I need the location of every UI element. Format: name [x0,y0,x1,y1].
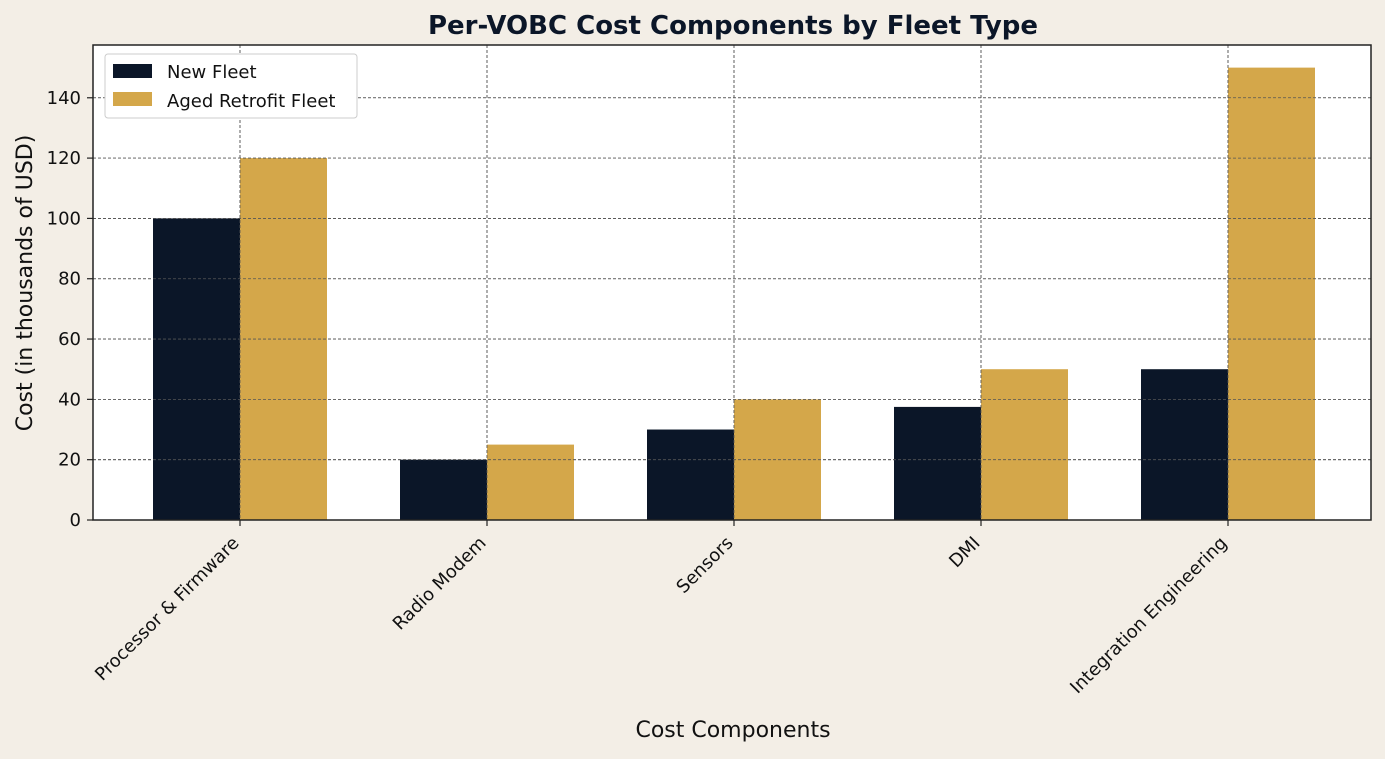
plot-frame [92,44,1372,521]
bar-new-fleet [1141,369,1228,520]
legend-label-aged-retrofit-fleet: Aged Retrofit Fleet [167,91,336,112]
y-tick-label: 100 [47,208,81,229]
bar-aged-retrofit-fleet [981,369,1068,520]
x-tick-label: Integration Engineering [1066,533,1231,698]
bar-new-fleet [894,406,981,520]
legend: New Fleet Aged Retrofit Fleet [104,53,358,119]
x-tick-label: DMI [945,533,984,572]
y-tick-label: 40 [58,389,81,410]
y-tick-label: 80 [58,269,81,290]
x-tick-label: Sensors [672,533,737,598]
x-tick-label: Radio Modem [389,533,491,635]
x-axis-label: Cost Components [635,718,830,743]
x-tick-label: Processor & Firmware [91,533,244,686]
bar-aged-retrofit-fleet [1228,67,1315,520]
bar-aged-retrofit-fleet [487,444,574,520]
bar-new-fleet [153,218,240,520]
y-axis-label: Cost (in thousands of USD) [13,135,38,432]
legend-swatch-aged-retrofit-fleet [113,92,152,106]
y-tick-label: 60 [58,329,81,350]
legend-swatch-new-fleet [113,64,152,78]
legend-box [104,53,358,119]
bars [153,67,1315,520]
bar-aged-retrofit-fleet [734,399,821,520]
y-tick-label: 0 [70,510,81,531]
y-tick-label: 140 [47,88,81,109]
bar-new-fleet [647,429,734,520]
legend-label-new-fleet: New Fleet [167,62,257,83]
y-tick-label: 120 [47,148,81,169]
y-tick-label: 20 [58,450,81,471]
x-axis-ticks: Processor & Firmware Radio Modem Sensors DM… [91,520,1232,698]
bar-new-fleet [400,459,487,520]
chart-title: Per-VOBC Cost Components by Fleet Type [428,11,1038,41]
y-axis-ticks: 0 20 40 60 80 100 120 140 [47,88,93,531]
